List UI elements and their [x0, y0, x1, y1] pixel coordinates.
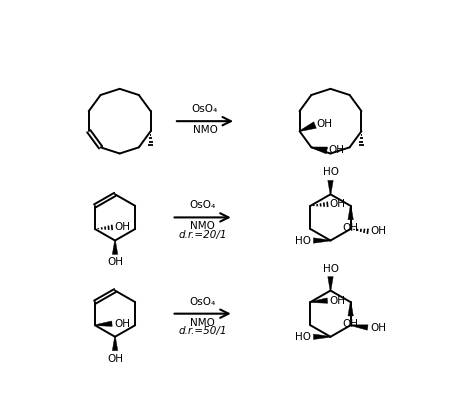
Text: OsO₄: OsO₄ [192, 104, 218, 114]
Text: OsO₄: OsO₄ [190, 297, 216, 307]
Text: NMO: NMO [190, 318, 215, 328]
Text: OH: OH [330, 199, 346, 209]
Text: OH: OH [330, 296, 346, 306]
Text: HO: HO [295, 332, 311, 342]
Polygon shape [328, 277, 333, 291]
Text: OH: OH [317, 119, 333, 129]
Text: d.r.=20/1: d.r.=20/1 [178, 230, 227, 240]
Polygon shape [310, 298, 328, 303]
Text: NMO: NMO [190, 221, 215, 231]
Text: HO: HO [322, 167, 338, 177]
Polygon shape [300, 122, 316, 131]
Polygon shape [328, 180, 333, 195]
Polygon shape [313, 238, 330, 243]
Text: OH: OH [343, 319, 359, 329]
Polygon shape [112, 240, 118, 254]
Text: OH: OH [370, 226, 386, 236]
Polygon shape [95, 321, 112, 326]
Text: OH: OH [328, 145, 345, 155]
Text: OsO₄: OsO₄ [190, 200, 216, 211]
Text: OH: OH [114, 319, 130, 329]
Text: OH: OH [114, 223, 130, 233]
Polygon shape [311, 147, 328, 154]
Polygon shape [313, 334, 330, 339]
Text: OH: OH [343, 223, 359, 233]
Polygon shape [351, 325, 368, 330]
Text: NMO: NMO [192, 125, 218, 135]
Text: HO: HO [295, 235, 311, 245]
Polygon shape [348, 206, 353, 220]
Text: d.r.=50/1: d.r.=50/1 [178, 326, 227, 336]
Text: OH: OH [370, 323, 386, 332]
Polygon shape [348, 302, 353, 316]
Text: OH: OH [107, 257, 123, 268]
Text: HO: HO [322, 263, 338, 274]
Polygon shape [112, 337, 118, 351]
Text: OH: OH [107, 354, 123, 364]
